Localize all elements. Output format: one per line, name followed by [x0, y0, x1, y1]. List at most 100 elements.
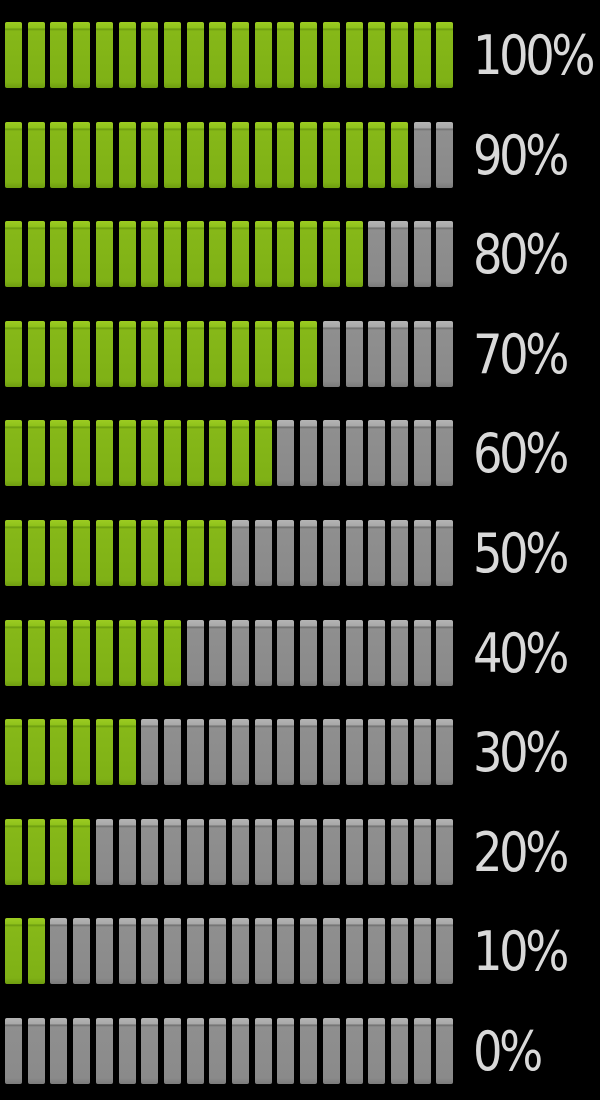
progress-segment-empty: [414, 321, 431, 387]
progress-segment-empty: [300, 719, 317, 785]
progress-segment-empty: [346, 918, 363, 984]
progress-segment-empty: [414, 122, 431, 188]
progress-segment-filled: [119, 420, 136, 486]
progress-segment-filled: [300, 221, 317, 287]
progress-segment-filled: [141, 620, 158, 686]
progress-segment-empty: [346, 819, 363, 885]
progress-segment-empty: [391, 620, 408, 686]
progress-segment-filled: [277, 122, 294, 188]
progress-segment-empty: [368, 321, 385, 387]
progress-segment-filled: [28, 122, 45, 188]
progress-meter-70: 70%: [0, 321, 600, 389]
progress-segment-filled: [323, 22, 340, 88]
progress-segment-empty: [255, 620, 272, 686]
progress-segment-filled: [119, 122, 136, 188]
progress-segment-filled: [232, 221, 249, 287]
progress-segment-empty: [187, 918, 204, 984]
progress-percent-label: 50%: [473, 522, 569, 585]
progress-segment-filled: [5, 321, 22, 387]
progress-segment-filled: [232, 122, 249, 188]
progress-segment-filled: [209, 22, 226, 88]
progress-percent-label: 0%: [473, 1020, 543, 1083]
progress-segment-filled: [96, 321, 113, 387]
progress-segment-empty: [50, 918, 67, 984]
progress-meter-80: 80%: [0, 221, 600, 289]
progress-segment-empty: [73, 918, 90, 984]
progress-segment-filled: [187, 22, 204, 88]
progress-percent-label: 80%: [473, 223, 569, 286]
progress-segment-filled: [277, 221, 294, 287]
progress-segment-empty: [436, 520, 453, 586]
progress-segment-filled: [28, 221, 45, 287]
progress-segment-empty: [232, 520, 249, 586]
progress-segment-empty: [187, 719, 204, 785]
progress-segment-empty: [414, 719, 431, 785]
progress-percent-label: 100%: [473, 24, 595, 87]
progress-meter-40: 40%: [0, 620, 600, 688]
progress-segment-empty: [255, 918, 272, 984]
progress-segment-empty: [141, 819, 158, 885]
progress-segment-empty: [323, 719, 340, 785]
progress-segment-empty: [277, 819, 294, 885]
progress-segment-filled: [5, 221, 22, 287]
progress-segment-empty: [96, 819, 113, 885]
progress-segment-empty: [164, 819, 181, 885]
progress-segment-empty: [368, 819, 385, 885]
progress-segment-filled: [368, 22, 385, 88]
progress-segment-empty: [391, 420, 408, 486]
progress-segment-empty: [209, 819, 226, 885]
progress-segment-filled: [346, 22, 363, 88]
progress-segment-filled: [368, 122, 385, 188]
progress-segment-empty: [346, 620, 363, 686]
progress-segment-empty: [5, 1018, 22, 1084]
progress-segment-empty: [141, 719, 158, 785]
progress-segment-empty: [368, 620, 385, 686]
progress-meter-30: 30%: [0, 719, 600, 787]
progress-segment-empty: [277, 1018, 294, 1084]
progress-segment-filled: [391, 122, 408, 188]
progress-segment-empty: [232, 819, 249, 885]
progress-segment-filled: [255, 221, 272, 287]
progress-segment-filled: [73, 122, 90, 188]
progress-segment-empty: [414, 221, 431, 287]
progress-segment-filled: [119, 620, 136, 686]
progress-segment-filled: [73, 719, 90, 785]
progress-segment-filled: [391, 22, 408, 88]
progress-segment-filled: [28, 520, 45, 586]
progress-segment-filled: [141, 520, 158, 586]
progress-segment-empty: [436, 1018, 453, 1084]
progress-segment-filled: [119, 221, 136, 287]
progress-segment-empty: [323, 420, 340, 486]
progress-segment-filled: [164, 22, 181, 88]
progress-segment-empty: [300, 520, 317, 586]
progress-segment-filled: [5, 22, 22, 88]
progress-segment-empty: [232, 1018, 249, 1084]
progress-segment-filled: [232, 420, 249, 486]
progress-segment-empty: [187, 1018, 204, 1084]
progress-segment-empty: [187, 819, 204, 885]
progress-segment-filled: [50, 520, 67, 586]
progress-segment-empty: [323, 819, 340, 885]
progress-segment-empty: [436, 918, 453, 984]
progress-segment-empty: [414, 620, 431, 686]
progress-segment-filled: [209, 122, 226, 188]
progress-segment-filled: [5, 122, 22, 188]
progress-segment-empty: [96, 1018, 113, 1084]
progress-segment-filled: [255, 321, 272, 387]
progress-segment-empty: [346, 719, 363, 785]
progress-segment-empty: [277, 620, 294, 686]
progress-segment-filled: [50, 819, 67, 885]
progress-percent-label: 10%: [473, 920, 569, 983]
progress-segment-filled: [28, 620, 45, 686]
progress-segment-filled: [300, 122, 317, 188]
progress-segment-empty: [119, 1018, 136, 1084]
progress-segment-filled: [50, 122, 67, 188]
progress-segment-filled: [73, 819, 90, 885]
progress-segment-empty: [436, 321, 453, 387]
progress-segment-filled: [141, 122, 158, 188]
progress-segment-filled: [141, 221, 158, 287]
progress-segment-filled: [209, 321, 226, 387]
progress-segment-filled: [73, 620, 90, 686]
progress-segment-empty: [414, 420, 431, 486]
